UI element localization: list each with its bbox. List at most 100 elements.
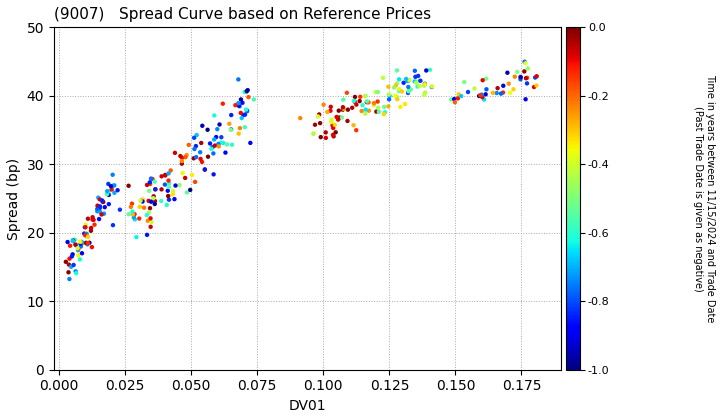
X-axis label: DV01: DV01	[289, 399, 326, 413]
Point	[462, 89, 474, 95]
Point	[518, 68, 530, 75]
Point	[519, 58, 531, 65]
Point	[426, 83, 438, 90]
Point	[103, 188, 114, 195]
Point	[402, 88, 414, 94]
Point	[102, 191, 113, 197]
Point	[208, 171, 220, 178]
Point	[138, 205, 150, 211]
Point	[217, 139, 229, 146]
Point	[449, 96, 460, 102]
Point	[361, 99, 372, 105]
Point	[96, 211, 107, 218]
Point	[144, 179, 156, 186]
Point	[107, 222, 119, 228]
Point	[405, 86, 417, 93]
Point	[419, 89, 431, 96]
Point	[449, 99, 461, 106]
Point	[322, 109, 333, 116]
Point	[504, 89, 516, 96]
Point	[531, 82, 542, 89]
Point	[189, 178, 201, 185]
Point	[235, 110, 246, 116]
Point	[68, 237, 79, 244]
Point	[409, 78, 420, 85]
Point	[133, 215, 145, 222]
Point	[239, 124, 251, 131]
Point	[129, 211, 140, 218]
Point	[86, 216, 98, 223]
Point	[346, 105, 358, 111]
Point	[94, 203, 106, 210]
Point	[68, 262, 79, 268]
Point	[396, 88, 408, 95]
Point	[138, 196, 149, 203]
Point	[410, 74, 421, 80]
Point	[75, 240, 86, 247]
Point	[103, 201, 114, 207]
Point	[145, 198, 157, 205]
Point	[502, 69, 513, 76]
Point	[127, 208, 138, 215]
Point	[363, 108, 374, 114]
Point	[341, 89, 353, 96]
Point	[368, 102, 379, 108]
Point	[202, 126, 213, 133]
Point	[239, 111, 251, 118]
Point	[82, 240, 94, 247]
Point	[325, 119, 337, 126]
Point	[240, 106, 252, 113]
Point	[508, 86, 519, 93]
Point	[233, 76, 244, 83]
Point	[348, 97, 360, 104]
Point	[199, 166, 211, 173]
Point	[67, 236, 78, 243]
Point	[391, 80, 402, 87]
Point	[64, 255, 76, 262]
Point	[455, 93, 467, 100]
Point	[359, 93, 371, 100]
Point	[163, 177, 174, 184]
Point	[515, 76, 526, 83]
Point	[102, 181, 114, 187]
Point	[84, 239, 95, 246]
Point	[114, 206, 126, 213]
Point	[326, 116, 338, 123]
Point	[64, 242, 76, 249]
Point	[70, 268, 81, 275]
Point	[137, 197, 148, 203]
Point	[413, 73, 424, 79]
Point	[105, 183, 117, 189]
Point	[233, 102, 245, 109]
Point	[320, 129, 331, 136]
Point	[89, 221, 100, 228]
Point	[78, 230, 90, 237]
Point	[94, 208, 106, 215]
Point	[309, 121, 320, 128]
Point	[409, 67, 420, 74]
Point	[348, 122, 359, 129]
Point	[191, 131, 202, 138]
Point	[248, 96, 260, 103]
Point	[63, 276, 75, 282]
Point	[528, 84, 540, 90]
Point	[234, 125, 246, 131]
Point	[202, 153, 214, 160]
Point	[80, 233, 91, 240]
Point	[239, 89, 251, 95]
Point	[143, 209, 155, 216]
Point	[328, 133, 339, 140]
Point	[163, 180, 175, 187]
Point	[102, 188, 113, 194]
Point	[76, 239, 88, 245]
Point	[361, 98, 373, 105]
Point	[403, 76, 415, 83]
Point	[495, 90, 507, 97]
Point	[391, 67, 402, 74]
Point	[176, 160, 188, 167]
Point	[112, 187, 123, 194]
Point	[126, 200, 138, 207]
Point	[142, 218, 153, 224]
Point	[379, 109, 391, 116]
Point	[125, 204, 137, 210]
